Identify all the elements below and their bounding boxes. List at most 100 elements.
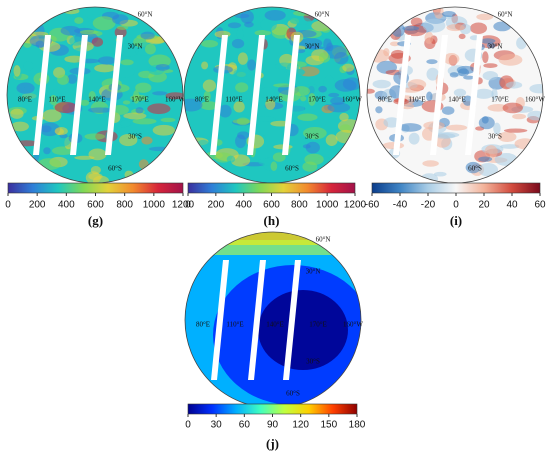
map-field — [200, 101, 218, 111]
panel-label: (j) — [266, 436, 279, 451]
map-field — [201, 40, 219, 48]
map-field — [218, 104, 232, 118]
map-field — [498, 54, 523, 66]
map-field — [325, 134, 338, 147]
map-field — [484, 145, 498, 159]
data-gap — [70, 35, 88, 155]
map-label: 60°S — [468, 165, 482, 173]
map-field — [226, 155, 236, 163]
map — [7, 7, 183, 183]
map-field — [10, 108, 24, 119]
map-field — [120, 120, 131, 127]
map-field — [497, 131, 517, 142]
tick-label: 800 — [291, 200, 308, 211]
map-field — [202, 79, 217, 92]
tick-label: 200 — [29, 200, 46, 211]
map-label: 60°N — [315, 11, 330, 19]
map-field — [465, 161, 481, 174]
map-field — [119, 134, 138, 147]
map-field — [303, 126, 327, 140]
map-field — [152, 91, 168, 96]
map-field — [221, 74, 238, 84]
tick-label: 1000 — [143, 200, 166, 211]
map-field — [123, 112, 147, 120]
map-field — [443, 53, 460, 65]
map-field — [42, 109, 62, 123]
map-field — [529, 83, 543, 94]
map-field — [302, 161, 318, 172]
map-field — [69, 36, 84, 46]
tick-label: 150 — [320, 420, 337, 431]
map-field — [401, 87, 421, 93]
map-field — [270, 161, 278, 172]
map-field — [502, 102, 523, 114]
map-field — [516, 36, 527, 50]
map-label: 110°E — [48, 96, 65, 104]
map-field — [367, 88, 375, 94]
map-field — [323, 75, 335, 90]
map-field — [335, 129, 356, 144]
map-field — [112, 14, 129, 25]
map-field — [305, 141, 320, 154]
map-field — [135, 82, 152, 93]
map-field — [491, 88, 498, 100]
map-label: 30°N — [488, 43, 503, 51]
map-label: 170°E — [308, 96, 326, 104]
map-field — [160, 117, 176, 123]
map-field — [375, 106, 383, 114]
map-field — [11, 121, 29, 132]
map-label: 80°E — [195, 96, 209, 104]
map-field — [446, 24, 465, 32]
map-label: 60°N — [316, 236, 331, 244]
map-field — [327, 102, 351, 113]
map-field — [297, 113, 318, 122]
map-field — [478, 156, 493, 162]
colorbar — [7, 182, 184, 194]
tick-label: 400 — [58, 200, 75, 211]
map-field — [122, 100, 131, 105]
map-field — [92, 175, 110, 183]
map-field — [147, 103, 171, 115]
tick-label: -20 — [421, 200, 436, 211]
map-field — [107, 162, 126, 171]
map-label: 160°W — [165, 96, 185, 104]
map-label: 30°N — [128, 43, 143, 51]
data-gap — [282, 35, 300, 155]
map-label: 60°N — [138, 11, 153, 19]
map-field — [254, 29, 272, 36]
map-field — [132, 90, 140, 104]
map-field — [94, 64, 115, 73]
map-field — [236, 27, 244, 40]
tick-label: 40 — [506, 200, 518, 211]
tick-label: 120 — [292, 420, 309, 431]
map-label: 60°S — [286, 390, 300, 398]
data-gap — [430, 35, 448, 155]
map-label: 110°E — [408, 96, 425, 104]
panel-label: (h) — [264, 213, 280, 228]
map-field — [306, 45, 325, 50]
map-field — [424, 31, 434, 44]
map-label: 160°W — [343, 321, 363, 329]
map-field — [203, 90, 211, 102]
map-field — [234, 13, 250, 19]
map-field — [503, 128, 528, 133]
map-field — [398, 123, 422, 132]
map-field — [54, 127, 68, 136]
map — [185, 232, 361, 408]
tick-label: 60 — [239, 420, 251, 431]
map-label: 140°E — [265, 96, 283, 104]
map-field — [114, 66, 135, 78]
tick-label: 0 — [185, 200, 191, 211]
map-field — [476, 13, 494, 21]
map-label: 170°E — [131, 96, 149, 104]
map-label: 140°E — [266, 321, 284, 329]
map-field — [318, 52, 331, 63]
map-field — [482, 71, 499, 81]
data-gap — [283, 260, 301, 380]
tick-label: 600 — [87, 200, 104, 211]
map-field — [290, 17, 311, 25]
map-field — [23, 61, 34, 71]
map-field — [463, 75, 475, 80]
tick-label: 0 — [185, 420, 191, 431]
